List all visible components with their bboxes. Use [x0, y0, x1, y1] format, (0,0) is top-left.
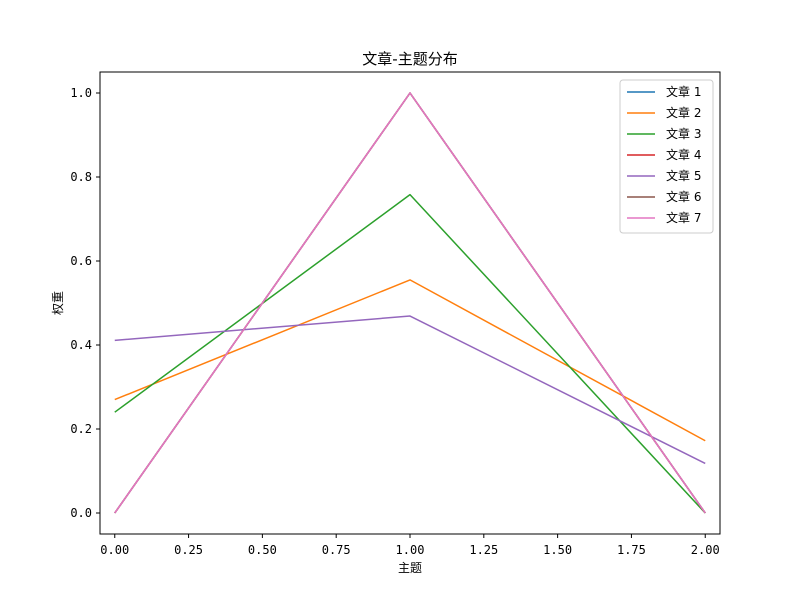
legend-box [619, 79, 714, 234]
y-axis: 0.0 0.2 0.4 0.6 0.8 1.0 [70, 86, 100, 520]
legend-label: 文章 5 [666, 168, 701, 183]
series-line-5 [114, 315, 706, 465]
legend-label: 文章 7 [666, 210, 701, 225]
x-tick-label: 1.50 [543, 543, 572, 557]
y-tick-label: 0.2 [70, 422, 92, 436]
x-tick-label: 1.25 [469, 543, 498, 557]
y-tick-label: 1.0 [70, 86, 92, 100]
plot-frame [99, 71, 721, 535]
y-tick-label: 0.4 [70, 338, 92, 352]
y-axis-label: 权重 [51, 291, 65, 315]
x-axis: 0.00 0.25 0.50 0.75 1.00 1.25 1.50 1.75 2.00 [100, 534, 720, 557]
series-line-7 [114, 92, 706, 514]
x-axis-label: 主题 [398, 561, 422, 575]
series-line-3 [114, 193, 706, 514]
x-tick-label: 2.00 [691, 543, 720, 557]
legend-label: 文章 2 [666, 105, 701, 120]
chart-title: 文章-主题分布 [362, 50, 457, 68]
x-tick-label: 0.25 [174, 543, 203, 557]
legend-label: 文章 1 [666, 84, 701, 99]
x-tick-label: 0.75 [322, 543, 351, 557]
legend-label: 文章 6 [666, 189, 701, 204]
x-tick-label: 1.00 [396, 543, 425, 557]
y-tick-label: 0.0 [70, 506, 92, 520]
y-tick-label: 0.8 [70, 170, 92, 184]
legend-label: 文章 3 [666, 126, 701, 141]
x-tick-label: 1.75 [617, 543, 646, 557]
legend: 文章 1 文章 2 文章 3 文章 4 文章 5 文章 6 文章 7 [619, 79, 714, 234]
x-tick-label: 0.00 [100, 543, 129, 557]
y-tick-label: 0.6 [70, 254, 92, 268]
legend-label: 文章 4 [666, 147, 701, 162]
x-tick-label: 0.50 [248, 543, 277, 557]
series-lines [114, 92, 706, 514]
series-line-2 [114, 279, 706, 442]
